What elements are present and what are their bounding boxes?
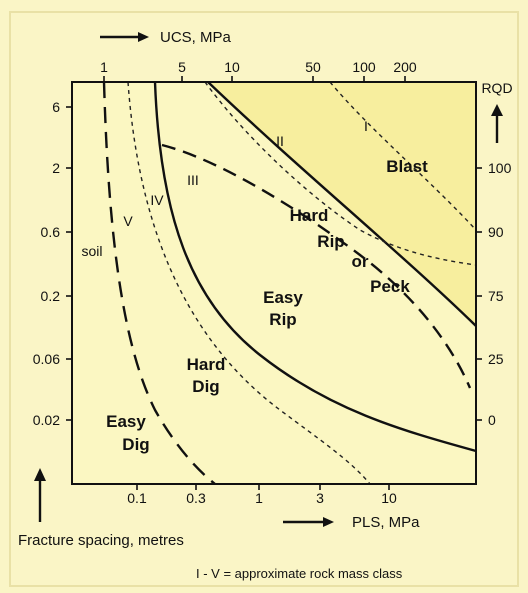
class-label-soil: soil: [81, 243, 102, 259]
class-label-i: I: [364, 118, 368, 134]
zone-label-or: or: [352, 252, 369, 271]
right-tick-label: 100: [488, 160, 512, 176]
zone-label-hard-rip: Rip: [317, 232, 344, 251]
zone-label-blast: Blast: [386, 157, 428, 176]
left-tick-label: 6: [52, 99, 60, 115]
arrow-right-icon: [283, 517, 334, 527]
top-tick-label: 100: [352, 59, 376, 75]
right-axis-label: RQD: [481, 80, 512, 96]
top-tick-label: 5: [178, 59, 186, 75]
chart-border: [9, 11, 519, 587]
top-tick-label: 1: [100, 59, 108, 75]
arrow-up-icon: [34, 468, 46, 522]
boundary-curve-easy-rip: [153, 81, 477, 453]
footnote: I - V = approximate rock mass class: [196, 566, 403, 581]
zone-label-easy-dig: Easy: [106, 412, 146, 431]
bottom-tick-label: 0.1: [127, 490, 147, 506]
left-axis-label: Fracture spacing, metres: [18, 532, 184, 549]
class-label-v: V: [123, 213, 133, 229]
left-tick-label: 0.06: [33, 351, 60, 367]
right-tick-label: 90: [488, 224, 504, 240]
left-tick-label: 0.2: [41, 288, 61, 304]
bottom-tick-label: 10: [381, 490, 397, 506]
bottom-axis-label: PLS, MPa: [352, 514, 420, 531]
zone-label-hard-dig: Dig: [192, 377, 219, 396]
boundary-curve-ii-iii: [204, 81, 477, 266]
boundary-curve-hard-rip: [207, 81, 477, 327]
tick-marks: [66, 76, 482, 490]
arrow-up-icon: [491, 104, 503, 143]
zone-label-easy-dig: Dig: [122, 435, 149, 454]
zone-label-hard-dig: Hard: [187, 355, 226, 374]
right-tick-label: 0: [488, 412, 496, 428]
zone-label-peck: Peck: [370, 277, 410, 296]
top-tick-label: 200: [393, 59, 417, 75]
right-tick-label: 75: [488, 288, 504, 304]
class-label-ii: II: [276, 133, 284, 149]
top-tick-label: 50: [305, 59, 321, 75]
bottom-tick-label: 0.3: [186, 490, 206, 506]
bottom-tick-label: 3: [316, 490, 324, 506]
top-tick-label: 10: [224, 59, 240, 75]
boundary-curve-rip-dashed: [161, 143, 472, 389]
plot-frame: [71, 81, 477, 485]
class-label-iii: III: [187, 172, 199, 188]
bottom-tick-label: 1: [255, 490, 263, 506]
zone-label-easy-rip: Rip: [269, 310, 296, 329]
left-tick-label: 0.6: [41, 224, 61, 240]
left-tick-label: 2: [52, 160, 60, 176]
right-tick-label: 25: [488, 351, 504, 367]
top-axis-label: UCS, MPa: [160, 29, 232, 46]
arrow-right-icon: [100, 32, 149, 42]
zone-label-easy-rip: Easy: [263, 288, 303, 307]
class-label-iv: IV: [150, 192, 164, 208]
zone-label-hard-rip: Hard: [290, 206, 329, 225]
left-tick-label: 0.02: [33, 412, 60, 428]
boundary-curve-easy-dig: [102, 81, 216, 485]
